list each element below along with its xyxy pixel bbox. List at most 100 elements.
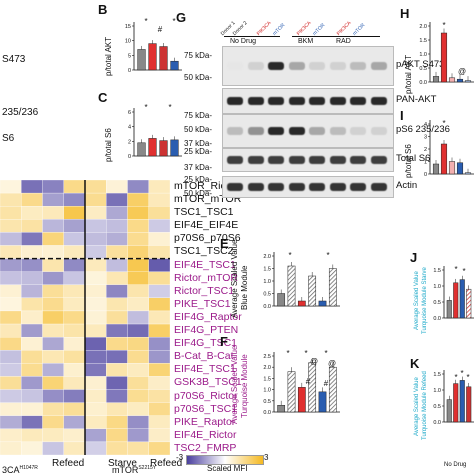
- heatmap-cell: [148, 336, 171, 351]
- heatmap-cell: [148, 219, 171, 233]
- heatmap-cell: [42, 323, 64, 338]
- bar: [432, 76, 440, 83]
- heatmap-cell: [84, 219, 107, 233]
- heatmap-cell: [63, 336, 86, 351]
- heatmap-cell: [127, 297, 149, 312]
- panel-k-group: No Drug: [444, 462, 467, 468]
- blot-band: [309, 156, 325, 164]
- heatmap-cell: [63, 232, 86, 246]
- heatmap-cell: [106, 258, 128, 272]
- bar: [328, 366, 337, 413]
- heatmap-cell: [63, 441, 86, 456]
- heatmap-cell: [127, 415, 149, 429]
- heatmap-cell: [106, 245, 128, 259]
- heatmap-cell: [21, 179, 43, 194]
- heatmap-cell: [148, 415, 171, 429]
- heatmap-cell: [63, 389, 86, 403]
- heatmap-row-label: mTOR_mTOR: [174, 193, 242, 206]
- heatmap-cell: [106, 219, 128, 233]
- heatmap-row-label: TSC1_TSC1: [174, 206, 234, 219]
- heatmap-cell: [42, 363, 64, 377]
- heatmap-cell: [127, 350, 149, 364]
- y-tick-label: 0.5: [263, 399, 271, 405]
- heatmap-cell: [127, 363, 149, 377]
- significance-mark: *: [454, 265, 457, 274]
- heatmap-cell: [42, 310, 64, 325]
- blot-band: [370, 156, 387, 164]
- heatmap-row-label: TSC2_FMRP: [174, 441, 237, 454]
- y-tick-label: 0.0: [263, 304, 271, 310]
- blot-band: [329, 97, 346, 105]
- blot-band: [309, 127, 325, 135]
- bar: [459, 279, 465, 319]
- heatmap-cell: [21, 310, 43, 325]
- y-tick-label: 10: [125, 39, 131, 45]
- heatmap-cell: [42, 428, 64, 443]
- heatmap-cell: [148, 271, 171, 285]
- significance-mark: *: [172, 17, 175, 26]
- heatmap-cell: [42, 271, 64, 285]
- heatmap-cell: [127, 389, 149, 403]
- heatmap-row-label: TSC1_TSC2: [174, 245, 234, 258]
- y-tick-label: 4: [424, 122, 427, 128]
- blot-kda-marker: 50 kDa-: [184, 125, 213, 134]
- significance-mark: #: [324, 379, 329, 388]
- heatmap-row-label: B-Cat_B-Cat: [174, 350, 234, 363]
- bar: [464, 80, 472, 83]
- blot-band: [309, 97, 325, 105]
- heatmap: [0, 179, 171, 456]
- significance-mark: *: [304, 349, 307, 358]
- bar: [448, 77, 456, 83]
- blot-group-line: [330, 36, 380, 37]
- heatmap-cell: [106, 402, 128, 416]
- heatmap-row-label: EIF4E_TSC1: [174, 363, 236, 376]
- heatmap-cell: [148, 179, 171, 194]
- heatmap-row-label: p70S6_p70S6: [174, 232, 241, 245]
- blot-lane-label: mTOR: [311, 22, 327, 37]
- panel-e-ylabel: Average Scaled Value: [230, 239, 239, 318]
- heatmap-cell: [106, 271, 128, 285]
- heatmap-cell: [148, 297, 171, 312]
- bar: [440, 143, 448, 175]
- significance-mark: *: [144, 103, 147, 112]
- heatmap-cell: [84, 232, 107, 246]
- heatmap-cell: [148, 258, 171, 272]
- heatmap-cell: [0, 376, 22, 390]
- y-tick-label: 0.5: [419, 66, 427, 72]
- blot-kda-marker: 75 kDa-: [184, 111, 213, 120]
- y-tick-label: 0.5: [263, 292, 271, 298]
- heatmap-cell: [21, 192, 43, 207]
- y-tick-label: 1.0: [419, 52, 427, 58]
- blot-band: [247, 183, 264, 191]
- blot-kda-marker: 25 kDa-: [184, 147, 213, 156]
- heatmap-cell: [127, 219, 149, 233]
- y-tick-label: 5: [128, 53, 131, 59]
- heatmap-cell: [84, 297, 107, 312]
- heatmap-cell: [84, 376, 107, 390]
- heatmap-cell: [0, 219, 22, 233]
- heatmap-cell: [0, 258, 22, 272]
- y-tick-label: 0.0: [433, 316, 441, 322]
- heatmap-cell: [106, 389, 128, 403]
- y-tick-label: 4: [128, 125, 131, 131]
- heatmap-cell: [21, 336, 43, 351]
- bar: [297, 300, 306, 307]
- significance-mark: *: [144, 17, 147, 26]
- heatmap-cell: [106, 310, 128, 325]
- heatmap-cell: [106, 363, 128, 377]
- heatmap-cell: [0, 310, 22, 325]
- heatmap-cell: [127, 402, 149, 416]
- heatmap-cell: [84, 336, 107, 351]
- y-tick-label: 0.0: [433, 420, 441, 426]
- blot-strip: [222, 148, 394, 172]
- panel-j-ylabel2: Turquoise Module Starve: [422, 267, 428, 334]
- bar: [148, 138, 157, 157]
- heatmap-cell: [106, 428, 128, 443]
- heatmap-row-label: mTOR_Rictor: [174, 180, 238, 192]
- heatmap-cell: [106, 206, 128, 220]
- heatmap-cell: [0, 350, 22, 364]
- heatmap-cell: [42, 389, 64, 403]
- scale-min: -3: [176, 453, 184, 462]
- bar: [297, 387, 306, 413]
- heatmap-cell: [21, 323, 43, 338]
